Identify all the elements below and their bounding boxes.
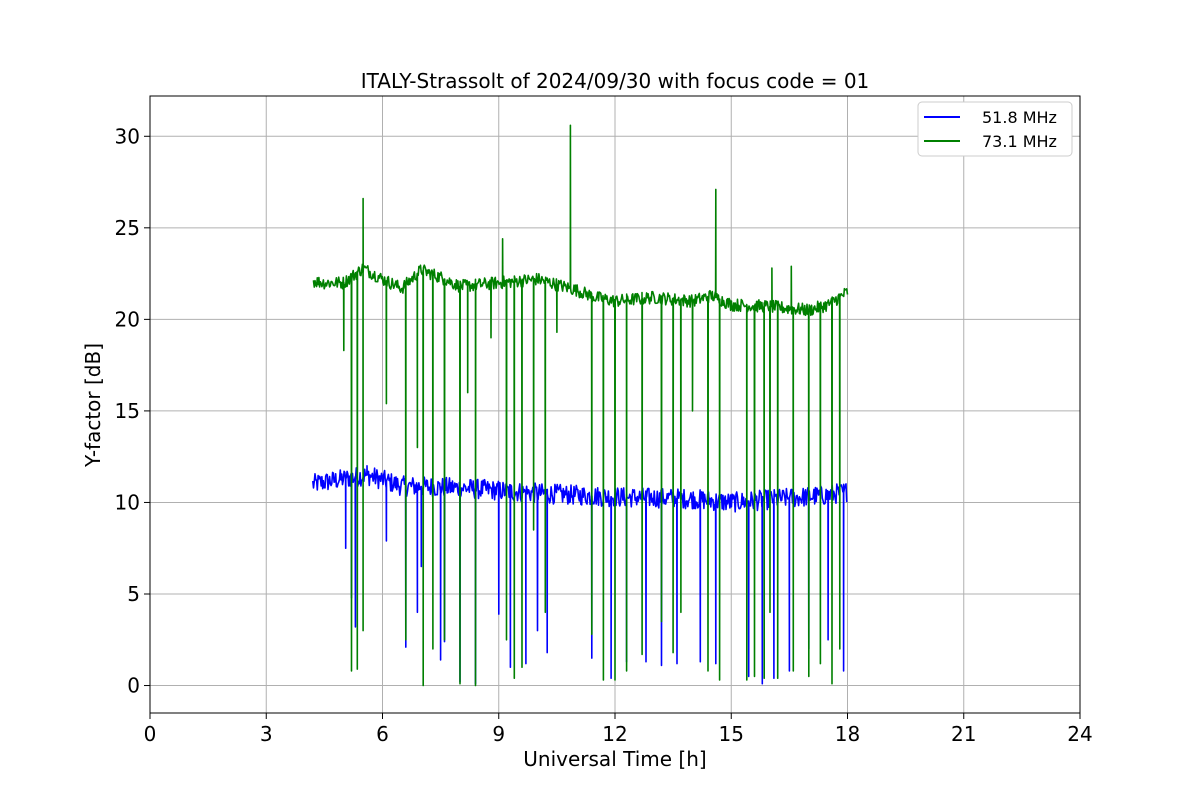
x-axis-label: Universal Time [h] bbox=[523, 747, 706, 771]
chart-title: ITALY-Strassolt of 2024/09/30 with focus… bbox=[361, 69, 870, 93]
y-tick-label: 20 bbox=[115, 307, 140, 331]
x-axis-ticks: 0 3 6 9 12 15 18 21 24 bbox=[144, 713, 1093, 746]
legend: 51.8 MHz 73.1 MHz bbox=[917, 101, 1073, 157]
legend-label-51-8: 51.8 MHz bbox=[982, 108, 1057, 127]
y-axis-ticks: 0 5 10 15 20 25 30 bbox=[115, 124, 150, 698]
y-tick-label: 5 bbox=[127, 582, 140, 606]
series-line-73-1-mhz bbox=[312, 124, 849, 687]
x-tick-label: 12 bbox=[602, 722, 627, 746]
legend-box bbox=[917, 101, 1073, 157]
x-tick-label: 15 bbox=[719, 722, 744, 746]
x-tick-label: 3 bbox=[260, 722, 273, 746]
plot-area bbox=[149, 95, 1081, 714]
x-tick-label: 0 bbox=[144, 722, 157, 746]
x-tick-label: 9 bbox=[492, 722, 505, 746]
y-tick-label: 25 bbox=[115, 216, 140, 240]
legend-label-73-1: 73.1 MHz bbox=[982, 132, 1057, 151]
y-tick-label: 10 bbox=[115, 490, 140, 514]
y-tick-label: 30 bbox=[115, 124, 140, 148]
x-tick-label: 18 bbox=[835, 722, 860, 746]
x-tick-label: 21 bbox=[951, 722, 976, 746]
y-axis-label: Y-factor [dB] bbox=[81, 343, 105, 468]
series-line-51-8-mhz bbox=[312, 465, 848, 685]
x-tick-label: 6 bbox=[376, 722, 389, 746]
x-tick-label: 24 bbox=[1067, 722, 1092, 746]
y-tick-label: 0 bbox=[127, 674, 140, 698]
series-layer bbox=[312, 124, 849, 687]
y-tick-label: 15 bbox=[115, 399, 140, 423]
